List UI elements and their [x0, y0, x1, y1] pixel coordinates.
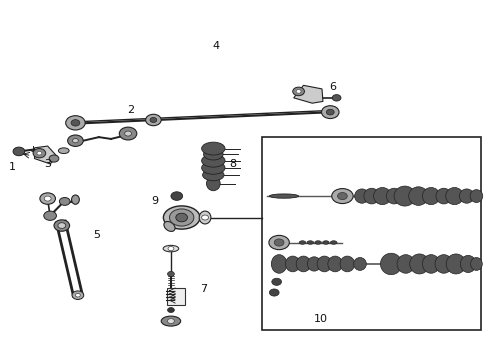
Ellipse shape — [380, 253, 402, 275]
Ellipse shape — [199, 211, 211, 224]
Ellipse shape — [436, 188, 452, 204]
Ellipse shape — [286, 256, 300, 272]
Polygon shape — [294, 85, 323, 103]
Circle shape — [58, 223, 66, 228]
Circle shape — [168, 271, 174, 276]
Circle shape — [73, 139, 78, 143]
Ellipse shape — [328, 256, 343, 272]
Ellipse shape — [322, 241, 329, 244]
Circle shape — [124, 131, 131, 136]
Ellipse shape — [202, 169, 224, 181]
Circle shape — [49, 155, 59, 162]
Circle shape — [150, 117, 157, 122]
Ellipse shape — [58, 148, 69, 154]
Text: 1: 1 — [9, 162, 16, 172]
Circle shape — [44, 211, 56, 220]
Ellipse shape — [386, 188, 402, 204]
Circle shape — [68, 135, 83, 147]
Ellipse shape — [422, 188, 440, 204]
Circle shape — [168, 247, 174, 251]
Circle shape — [171, 192, 183, 201]
Circle shape — [293, 87, 304, 96]
Text: 7: 7 — [200, 284, 207, 294]
Ellipse shape — [299, 241, 306, 244]
Ellipse shape — [317, 256, 332, 272]
Circle shape — [119, 127, 137, 140]
Circle shape — [66, 116, 85, 130]
Ellipse shape — [460, 255, 476, 273]
Circle shape — [33, 149, 46, 158]
Text: 2: 2 — [127, 105, 134, 115]
Circle shape — [332, 95, 341, 101]
Circle shape — [168, 307, 174, 312]
Circle shape — [321, 106, 339, 118]
Ellipse shape — [355, 189, 369, 203]
Circle shape — [326, 109, 334, 115]
Ellipse shape — [446, 254, 466, 274]
Text: 10: 10 — [314, 314, 327, 324]
Polygon shape — [34, 146, 57, 164]
Ellipse shape — [307, 257, 321, 271]
Circle shape — [168, 319, 174, 324]
Circle shape — [54, 220, 70, 231]
Circle shape — [296, 90, 301, 93]
Ellipse shape — [460, 189, 474, 203]
Circle shape — [176, 213, 188, 222]
Ellipse shape — [206, 176, 220, 191]
Circle shape — [274, 239, 284, 246]
Ellipse shape — [163, 246, 179, 252]
Ellipse shape — [164, 221, 175, 231]
Ellipse shape — [296, 256, 311, 272]
Ellipse shape — [470, 190, 483, 203]
Ellipse shape — [470, 257, 482, 270]
Ellipse shape — [446, 188, 463, 204]
Ellipse shape — [422, 255, 440, 273]
Circle shape — [72, 291, 84, 300]
Circle shape — [146, 114, 161, 126]
Circle shape — [75, 293, 80, 297]
Ellipse shape — [203, 149, 223, 160]
Circle shape — [13, 147, 25, 156]
Ellipse shape — [354, 257, 367, 270]
Ellipse shape — [269, 235, 289, 249]
Ellipse shape — [271, 255, 287, 273]
Circle shape — [40, 193, 55, 204]
Ellipse shape — [330, 241, 337, 244]
Circle shape — [338, 193, 347, 200]
Ellipse shape — [409, 187, 428, 205]
Bar — [167, 288, 185, 305]
Circle shape — [270, 289, 279, 296]
Circle shape — [37, 152, 42, 155]
Circle shape — [272, 278, 282, 285]
Text: 6: 6 — [329, 82, 336, 92]
Ellipse shape — [397, 255, 415, 273]
Ellipse shape — [170, 209, 194, 226]
Ellipse shape — [332, 189, 353, 203]
Text: 4: 4 — [212, 41, 220, 51]
Ellipse shape — [202, 154, 225, 167]
Ellipse shape — [394, 186, 416, 206]
Ellipse shape — [307, 241, 314, 244]
Text: 8: 8 — [229, 159, 236, 169]
Circle shape — [44, 196, 51, 201]
Ellipse shape — [315, 241, 321, 244]
Ellipse shape — [374, 188, 391, 204]
Ellipse shape — [364, 188, 379, 204]
Text: 5: 5 — [93, 230, 100, 240]
Circle shape — [71, 120, 80, 126]
Text: 3: 3 — [44, 159, 51, 169]
Ellipse shape — [72, 195, 79, 204]
Ellipse shape — [435, 255, 453, 273]
Ellipse shape — [410, 254, 429, 274]
Ellipse shape — [161, 316, 181, 326]
Ellipse shape — [340, 256, 355, 272]
Text: 9: 9 — [151, 197, 158, 206]
Circle shape — [59, 198, 70, 205]
Ellipse shape — [163, 206, 200, 229]
Ellipse shape — [202, 161, 225, 174]
Circle shape — [202, 215, 208, 220]
Ellipse shape — [270, 194, 298, 198]
Bar — [262, 137, 481, 330]
Ellipse shape — [202, 142, 225, 155]
